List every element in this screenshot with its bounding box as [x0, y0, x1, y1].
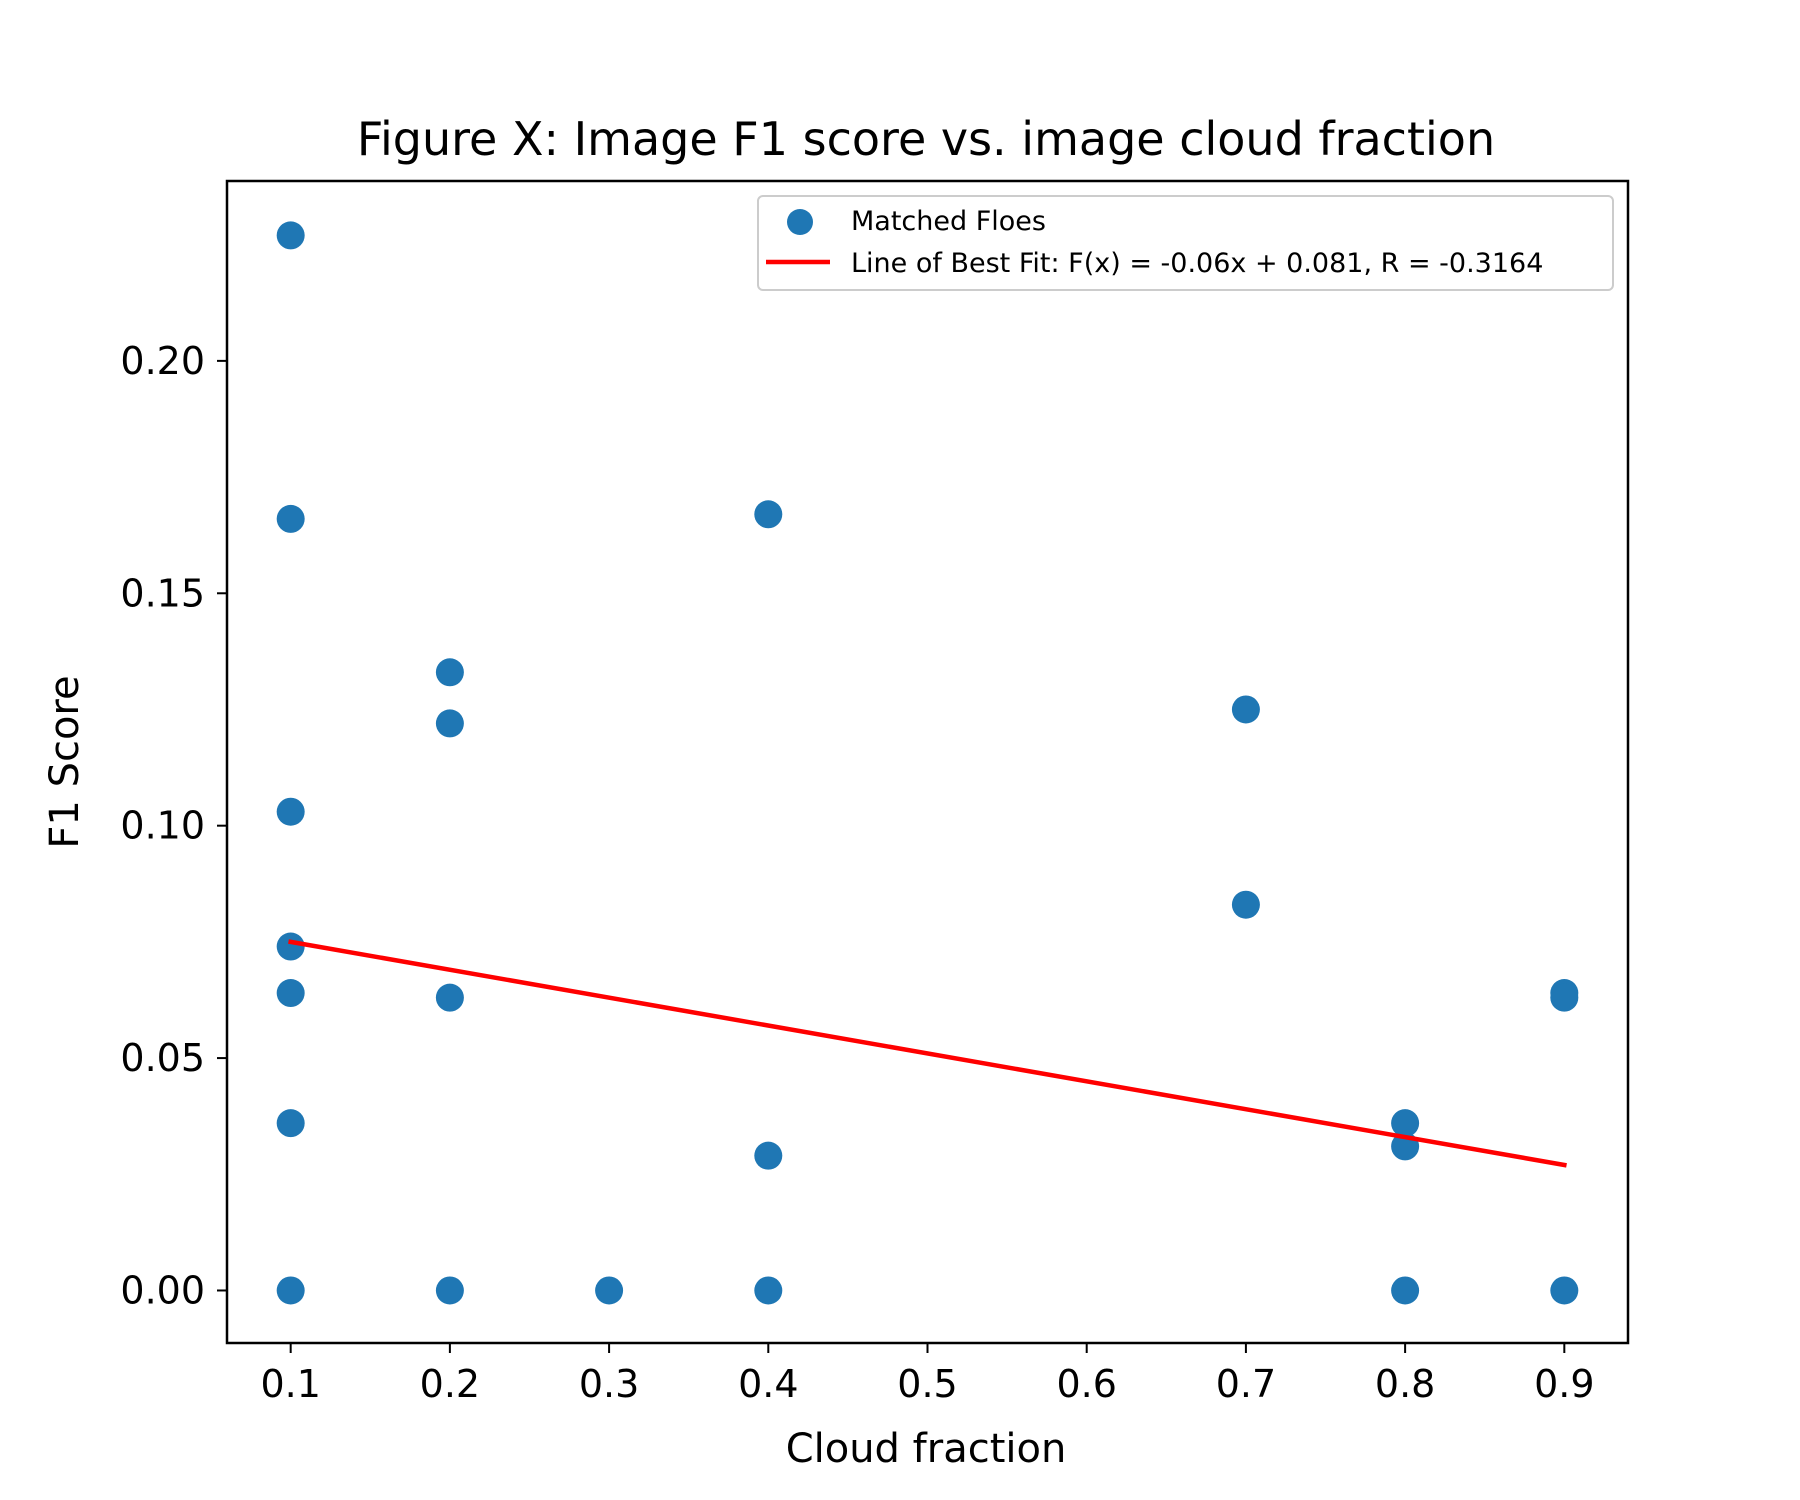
plot-area: 0.1 0.2 0.3 0.4 0.5 0.6 0.7 0.8 0.9 0.00 0.05 0.10 0…: [120, 179, 1630, 1406]
scatter-point-0: [276, 221, 305, 250]
best-fit-line: [288, 939, 1567, 1168]
scatter-point-22: [1550, 1276, 1579, 1305]
scatter-point-5: [276, 1109, 305, 1138]
legend-label-line: Line of Best Fit: F(x) = -0.06x + 0.081,…: [851, 248, 1543, 279]
y-axis-label: F1 Score: [42, 675, 88, 848]
x-tick-label-6: 0.7: [1216, 1362, 1276, 1406]
x-tick-label-2: 0.3: [579, 1362, 639, 1406]
scatter-point-4: [276, 979, 305, 1008]
scatter-point-19: [1391, 1276, 1420, 1305]
x-tick-label-0: 0.1: [260, 1362, 320, 1406]
scatter-point-14: [754, 1276, 783, 1305]
chart-title: Figure X: Image F1 score vs. image cloud…: [357, 112, 1495, 166]
x-tick-label-4: 0.5: [897, 1362, 957, 1406]
scatter-point-10: [435, 1276, 464, 1305]
y-tick-label-2: 0.10: [120, 804, 205, 848]
scatter-point-16: [1231, 890, 1260, 919]
scatter-point-11: [595, 1276, 624, 1305]
x-tick-label-8: 0.9: [1534, 1362, 1594, 1406]
scatter-point-9: [435, 983, 464, 1012]
scatter-point-21: [1550, 983, 1579, 1012]
x-tick-label-5: 0.6: [1056, 1362, 1116, 1406]
x-tick-label-3: 0.4: [738, 1362, 798, 1406]
x-tick-label-7: 0.8: [1375, 1362, 1435, 1406]
legend-label-scatter: Matched Floes: [851, 206, 1046, 237]
scatter-point-15: [1231, 695, 1260, 724]
scatter-point-7: [435, 658, 464, 687]
legend-box: [757, 195, 1614, 291]
scatter-point-12: [754, 500, 783, 529]
scatter-point-6: [276, 1276, 305, 1305]
scatter-point-13: [754, 1141, 783, 1170]
legend-marker-scatter: [787, 209, 813, 235]
x-tick-label-1: 0.2: [420, 1362, 480, 1406]
scatter-point-1: [276, 504, 305, 533]
y-tick-label-4: 0.20: [120, 339, 205, 383]
y-tick-label-0: 0.00: [120, 1268, 205, 1312]
x-axis-label: Cloud fraction: [786, 1426, 1067, 1472]
scatter-point-2: [276, 797, 305, 826]
y-tick-label-1: 0.05: [120, 1036, 205, 1080]
scatter-point-3: [276, 932, 305, 961]
scatter-point-17: [1391, 1109, 1420, 1138]
y-tick-label-3: 0.15: [120, 571, 205, 615]
scatter-point-8: [435, 709, 464, 738]
